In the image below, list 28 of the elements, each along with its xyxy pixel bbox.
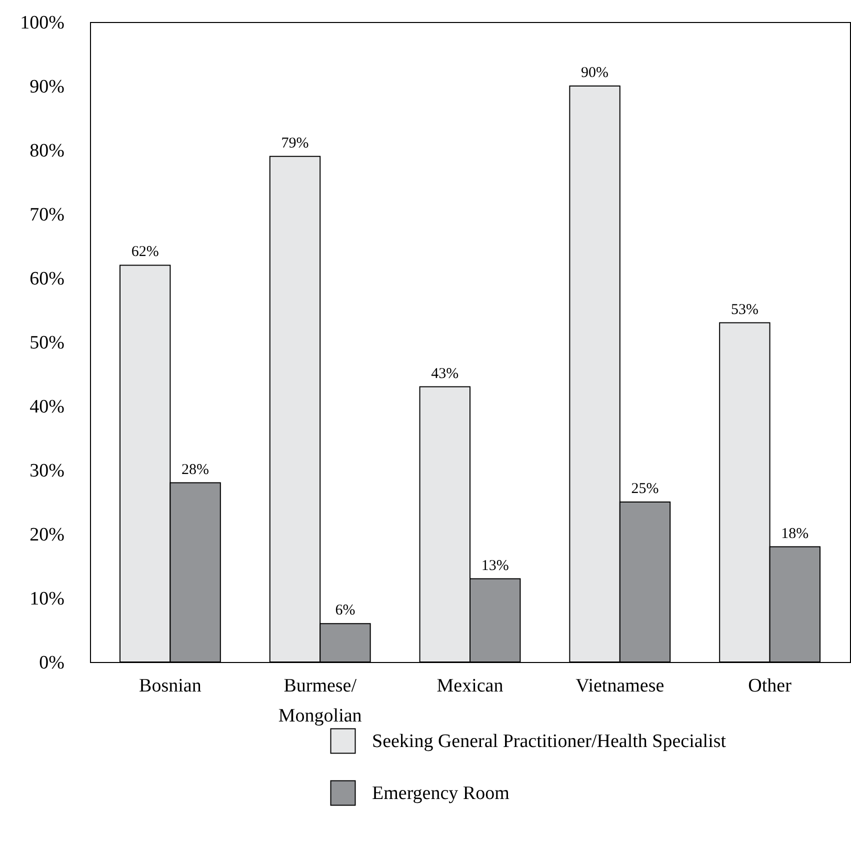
y-tick-label: 60% [30,268,65,290]
y-tick-label: 50% [30,332,65,354]
x-tick-label: Mexican [436,676,504,696]
y-tick-label: 80% [30,140,65,162]
y-tick-label: 20% [30,524,65,546]
y-tick-label: 0% [39,652,65,674]
y-tick-label: 90% [30,76,65,98]
y-tick-label: 10% [30,588,65,610]
x-tick-label: Vietnamese [576,676,664,696]
x-tick-label: Other [748,676,792,696]
x-tick-label: Burmese/Mongolian [278,676,362,726]
y-tick-label: 100% [20,12,65,34]
y-tick-label: 70% [30,204,65,226]
y-tick-label: 40% [30,396,65,418]
legend-label: Emergency Room [372,783,510,804]
data-label: 62% [131,244,159,260]
x-tick-label: Bosnian [139,676,202,696]
data-label: 28% [182,462,210,478]
data-label: 6% [335,602,356,619]
y-tick-label: 30% [30,460,65,482]
data-label: 79% [281,135,309,152]
data-label: 53% [730,302,758,318]
data-label: 13% [481,558,509,574]
data-label: 90% [581,65,609,81]
data-label: 18% [781,526,809,542]
data-label: 25% [631,481,659,497]
legend-label: Seeking General Practitioner/Health Specialist [372,731,727,752]
data-label: 43% [431,366,459,382]
